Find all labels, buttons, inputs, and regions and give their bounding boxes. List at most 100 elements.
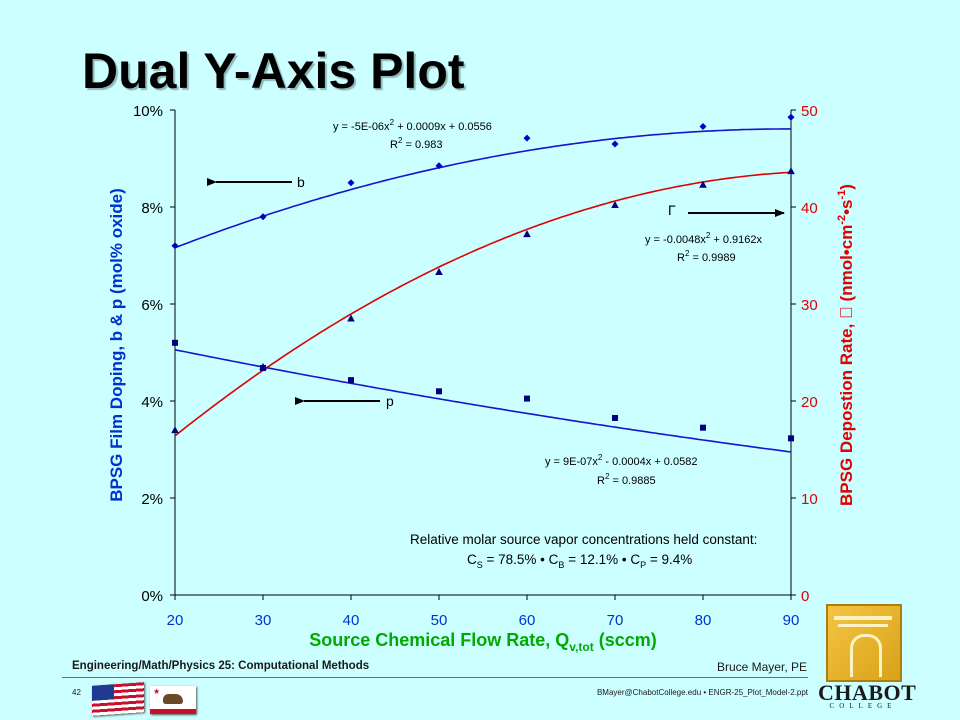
equation-p-part: - 0.0004x + 0.0582 <box>602 456 697 468</box>
data-point-triangle <box>171 426 179 434</box>
r2-gamma-sup: 2 <box>685 249 690 258</box>
r2-gamma-part: R <box>677 252 685 264</box>
logo-subtitle: COLLEGE <box>829 702 897 710</box>
data-point-square <box>700 424 706 431</box>
data-point-square <box>612 414 618 421</box>
concentration-note: Relative molar source vapor concentratio… <box>410 532 757 547</box>
x-tick-label: 30 <box>255 612 272 629</box>
x-axis-title-tail: (sccm) <box>594 630 657 650</box>
data-point-diamond <box>347 179 355 187</box>
page-number: 42 <box>72 688 81 697</box>
data-point-triangle <box>787 167 795 175</box>
x-tick-label: 90 <box>783 612 800 629</box>
r2-b-sup: 2 <box>398 136 403 145</box>
r2-b: R2 = 0.983 <box>390 136 442 151</box>
data-point-diamond <box>523 134 531 142</box>
data-point-diamond <box>611 140 619 148</box>
concentration-values: CS = 78.5% • CB = 12.1% • CP = 9.4% <box>467 552 692 570</box>
trendline-1 <box>174 171 792 437</box>
right-axis-title: BPSG Depostion Rate,  (nmol•cm-2•s-1) <box>836 184 856 506</box>
equation-p: y = 9E-07x2 - 0.0004x + 0.0582 <box>545 453 697 468</box>
chabot-college-logo: CHABOT COLLEGE <box>818 600 917 712</box>
x-tick-label: 40 <box>343 612 360 629</box>
right-tick-label: 0 <box>801 588 809 605</box>
right-axis-title-main: BPSG Depostion Rate,  (nmol•cm <box>837 225 856 506</box>
r2-gamma: R2 = 0.9989 <box>677 249 736 264</box>
x-axis-title-subscript: v,tot <box>569 640 593 654</box>
x-tick-label: 80 <box>695 612 712 629</box>
conc-cs: C <box>467 552 477 567</box>
x-tick-label: 70 <box>607 612 624 629</box>
r2-b-part: R <box>390 139 398 151</box>
conc-cs-val: = 78.5% • <box>483 552 549 567</box>
right-axis-title-sup1: -2 <box>836 215 848 225</box>
data-point-square <box>524 395 530 402</box>
right-axis-title-sup2: -1 <box>836 190 848 200</box>
equation-b-sup: 2 <box>390 118 395 127</box>
r2-gamma-part: = 0.9989 <box>689 252 735 264</box>
equation-b: y = -5E-06x2 + 0.0009x + 0.0556 <box>333 118 492 133</box>
left-tick-label: 6% <box>141 297 163 314</box>
california-flag-icon: ★ <box>150 686 196 714</box>
footer-author: Bruce Mayer, PE <box>716 660 807 674</box>
right-axis-title-end: ) <box>837 184 856 190</box>
conc-cb: C <box>549 552 559 567</box>
conc-cp-sub: P <box>640 560 646 570</box>
data-point-diamond <box>435 162 443 170</box>
x-tick-label: 50 <box>431 612 448 629</box>
equation-p-sup: 2 <box>598 453 603 462</box>
equation-gamma-part: y = -0.0048x <box>645 234 706 246</box>
data-point-triangle <box>347 314 355 322</box>
left-axis-title: BPSG Film Doping, b & p (mol% oxide) <box>107 188 126 502</box>
data-point-diamond <box>171 242 179 250</box>
equation-gamma-part: + 0.9162x <box>710 234 762 246</box>
x-axis-title-main: Source Chemical Flow Rate, Q <box>309 630 569 650</box>
data-point-diamond <box>699 122 707 130</box>
series-label-p: p <box>386 393 394 409</box>
left-tick-label: 4% <box>141 394 163 411</box>
r2-p-sup: 2 <box>605 472 610 481</box>
data-point-square <box>172 339 178 346</box>
data-point-diamond <box>259 213 267 221</box>
right-tick-label: 30 <box>801 297 818 314</box>
logo-name: CHABOT <box>818 680 917 705</box>
us-flag-icon <box>92 682 144 716</box>
slide-title: Dual Y-Axis Plot <box>82 43 465 99</box>
data-point-triangle <box>523 230 531 238</box>
right-tick-label: 10 <box>801 491 818 508</box>
series-label-b: b <box>297 174 305 190</box>
data-point-square <box>788 435 794 442</box>
data-point-diamond <box>787 113 795 121</box>
r2-b-part: = 0.983 <box>402 139 442 151</box>
conc-cb-sub: B <box>558 560 564 570</box>
x-tick-label: 60 <box>519 612 536 629</box>
r2-p-part: = 0.9885 <box>609 475 655 487</box>
college-emblem-icon <box>826 604 902 682</box>
conc-cp: C <box>630 552 640 567</box>
data-point-triangle <box>611 201 619 209</box>
data-point-square <box>260 365 266 372</box>
x-tick-label: 20 <box>167 612 184 629</box>
right-tick-label: 20 <box>801 394 818 411</box>
equation-gamma-sup: 2 <box>706 231 711 240</box>
right-tick-label: 50 <box>801 103 818 120</box>
data-point-triangle <box>435 267 443 275</box>
data-point-square <box>348 377 354 384</box>
footer-course: Engineering/Math/Physics 25: Computation… <box>72 660 370 672</box>
equation-gamma: y = -0.0048x2 + 0.9162x <box>645 231 762 246</box>
data-point-square <box>436 388 442 395</box>
left-tick-label: 8% <box>141 200 163 217</box>
conc-cs-sub: S <box>477 560 483 570</box>
r2-p-part: R <box>597 475 605 487</box>
left-tick-label: 10% <box>133 103 163 120</box>
right-tick-label: 40 <box>801 200 818 217</box>
equation-p-part: y = 9E-07x <box>545 456 598 468</box>
conc-cb-val: = 12.1% • <box>564 552 630 567</box>
data-point-triangle <box>699 180 707 188</box>
conc-cp-val: = 9.4% <box>646 552 692 567</box>
equation-b-part: y = -5E-06x <box>333 121 390 133</box>
right-axis-title-mid: •s <box>837 199 856 214</box>
left-tick-label: 0% <box>141 588 163 605</box>
trendline-2 <box>174 349 792 453</box>
